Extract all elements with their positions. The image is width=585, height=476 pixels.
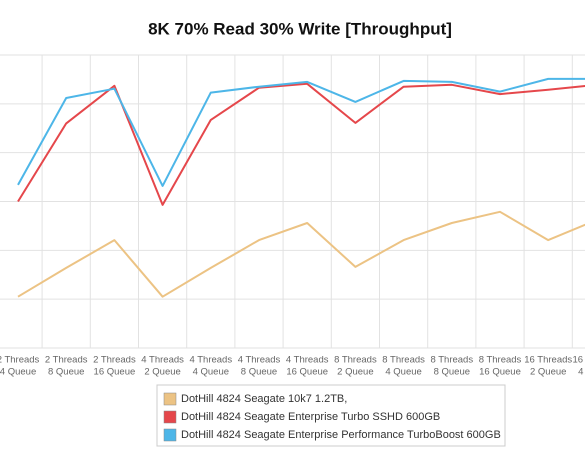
legend-label: DotHill 4824 Seagate Enterprise Turbo SS…: [181, 411, 440, 423]
x-tick-label: 4 Queue: [193, 367, 229, 378]
legend-box: [156, 384, 506, 447]
x-tick-label: 4 Threads: [189, 355, 232, 366]
x-tick-label: 4 Threads: [141, 355, 184, 366]
x-tick-label: 16 Threads: [524, 355, 572, 366]
x-tick-label: 2 Threads: [0, 355, 40, 366]
x-tick-label: 2 Queue: [337, 367, 373, 378]
series-line: [17, 82, 585, 206]
legend-label: DotHill 4824 Seagate Enterprise Performa…: [181, 429, 501, 441]
x-tick-label: 16 Queue: [479, 367, 521, 378]
x-tick-label: 8 Threads: [479, 355, 522, 366]
series-line: [17, 210, 585, 298]
chart-title: 8K 70% Read 30% Write [Throughput]: [148, 19, 452, 38]
x-tick-label: 4 Threads: [286, 355, 329, 366]
legend-swatch: [163, 392, 177, 406]
x-tick-label: 16 Queue: [286, 367, 328, 378]
x-tick-label: 8 Queue: [48, 367, 84, 378]
x-tick-label: 4 Queue: [0, 367, 36, 378]
x-tick-label: 4 Threads: [238, 355, 281, 366]
x-tick-label: 8 Queue: [241, 367, 277, 378]
x-tick-label: 2 Queue: [144, 367, 180, 378]
x-tick-label: 4 Queue: [385, 367, 421, 378]
x-tick-label: 8 Threads: [430, 355, 473, 366]
x-tick-label: 2 Threads: [93, 355, 136, 366]
x-tick-label: 4 Queue: [578, 367, 585, 378]
x-tick-label: 8 Threads: [334, 355, 377, 366]
x-tick-label: 8 Threads: [382, 355, 425, 366]
legend-swatch: [163, 410, 177, 424]
x-tick-label: 2 Threads: [45, 355, 88, 366]
legend-swatch: [163, 428, 177, 442]
legend-label: DotHill 4824 Seagate 10k7 1.2TB,: [181, 393, 347, 405]
x-tick-label: 2 Queue: [530, 367, 566, 378]
x-tick-label: 16 Threads: [572, 355, 585, 366]
x-tick-label: 8 Queue: [434, 367, 470, 378]
x-tick-label: 16 Queue: [94, 367, 136, 378]
series-line: [17, 77, 585, 187]
